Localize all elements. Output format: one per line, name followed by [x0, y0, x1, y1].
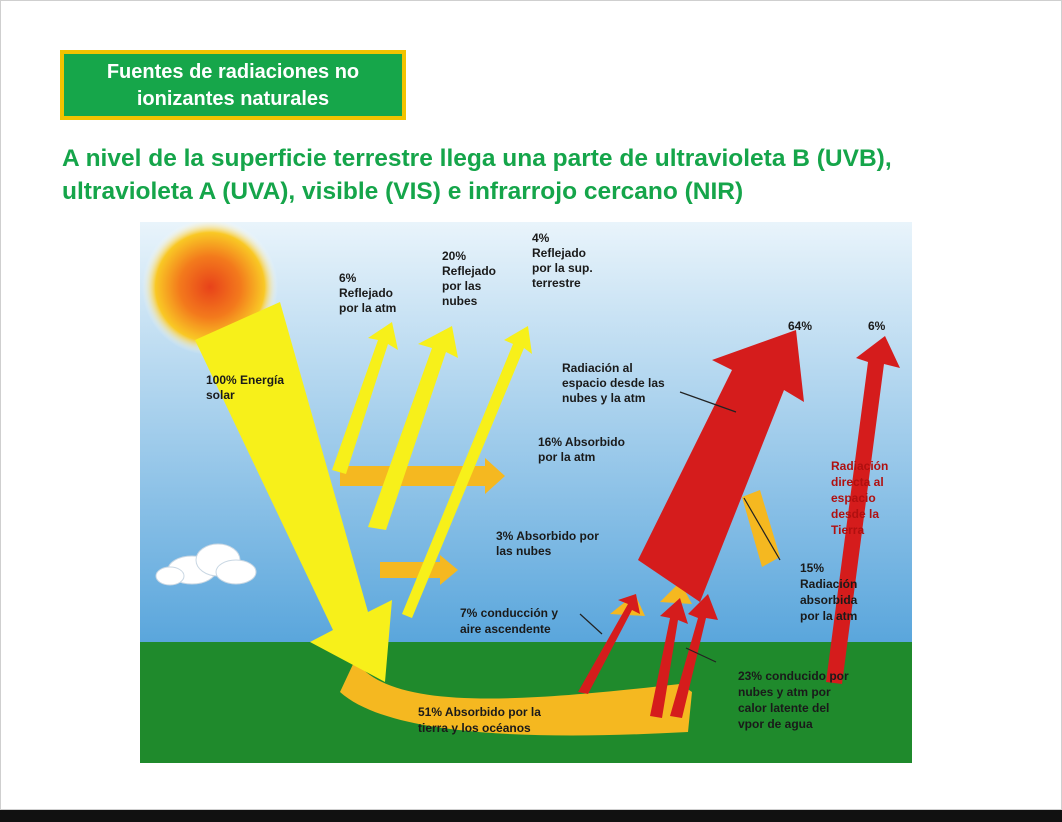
- title-line-1: Fuentes de radiaciones no: [106, 61, 360, 83]
- reflected-surface-arrow: [402, 326, 532, 618]
- out-64-label: 64%: [788, 319, 812, 333]
- latent-arrow-head: [660, 582, 692, 604]
- conduction-7-label: 7% conducción y aire ascendente: [460, 606, 561, 636]
- latent-23-arrow: [650, 598, 688, 718]
- reflected-atm-arrow: [332, 322, 398, 474]
- outgoing-64-arrow: [638, 330, 804, 602]
- title-line-2: ionizantes naturales: [136, 88, 330, 110]
- leader-lines: [579, 391, 781, 663]
- reflected-clouds-label: 20% Reflejado por las nubes: [442, 249, 499, 308]
- heading-line-1: A nivel de la superficie terrestre llega…: [62, 145, 892, 172]
- incoming-solar-arrow: [195, 302, 392, 682]
- out-6-label: 6%: [868, 319, 886, 333]
- absorbed-clouds-3-label: 3% Absorbido por las nubes: [496, 529, 602, 558]
- atm-15-absorption-band: [742, 490, 780, 567]
- cloud-absorption-arrow: [380, 555, 458, 585]
- reflected-surface-label: 4% Reflejado por la sup. terrestre: [532, 231, 596, 290]
- latent-23-arrow-b: [670, 594, 718, 718]
- solar-flows: [195, 302, 532, 682]
- surface-absorption-band: [340, 660, 692, 736]
- absorbed-atm-16-label: 16% Absorbido por la atm: [538, 435, 628, 464]
- direct-space-arrow: [826, 336, 900, 684]
- slide-title-box: Fuentes de radiaciones no ionizantes nat…: [60, 50, 406, 120]
- space-from-clouds-label: Radiación al espacio desde las nubes y l…: [562, 361, 668, 405]
- reflected-clouds-arrow: [368, 326, 458, 530]
- solar-100-label: 100% Energía solar: [206, 373, 287, 402]
- infrared-flows: [578, 330, 900, 718]
- heading-line-2: ultravioleta A (UVA), visible (VIS) e in…: [62, 178, 744, 205]
- absorbed-earth-51-label: 51% Absorbido por la tierra y los océano…: [418, 705, 544, 735]
- direct-space-label: Radiación directa al espacio desde la Ti…: [831, 459, 892, 537]
- latent-23-label: 23% conducido por nubes y atm por calor …: [738, 669, 852, 731]
- cloud-icon: [155, 543, 257, 586]
- earth-energy-budget-diagram: 100% Energía solar 6% Reflejado por la a…: [140, 222, 912, 763]
- slide-heading: A nivel de la superficie terrestre llega…: [62, 142, 1022, 208]
- reflected-atm-label: 6% Reflejado por la atm: [339, 271, 396, 315]
- absorbed-atm-15-label: 15% Radiación absorbida por la atm: [800, 561, 861, 623]
- conduction-7-arrow: [578, 594, 640, 694]
- bottom-bar: [0, 810, 1062, 822]
